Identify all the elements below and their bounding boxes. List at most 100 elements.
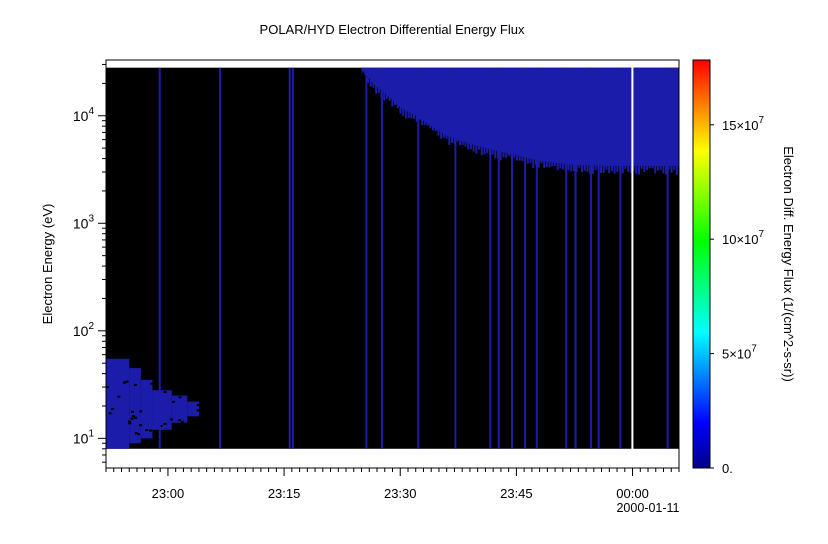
low-energy-speckle bbox=[170, 418, 173, 421]
low-energy-speckle bbox=[178, 396, 182, 399]
colorbar: 0. 5×107 10×107 15×107 Electron Diff. Energ… bbox=[692, 59, 796, 476]
low-energy-patch bbox=[106, 358, 130, 449]
low-energy-speckle bbox=[125, 380, 129, 383]
band-edge-pixel bbox=[518, 155, 521, 161]
low-energy-speckle bbox=[131, 410, 134, 413]
band-edge-pixel bbox=[662, 166, 665, 174]
low-energy-speckle bbox=[163, 391, 167, 393]
band-edge-pixel bbox=[675, 166, 678, 175]
band-edge-pixel bbox=[486, 148, 489, 154]
low-energy-patch bbox=[152, 390, 172, 430]
band-edge-pixel bbox=[600, 165, 602, 173]
low-energy-speckle bbox=[159, 425, 163, 427]
band-edge-pixel bbox=[605, 166, 608, 170]
band-edge-pixel bbox=[434, 128, 437, 132]
vertical-streak bbox=[219, 67, 222, 449]
data-gap bbox=[631, 60, 634, 468]
low-energy-speckle bbox=[127, 420, 131, 423]
low-energy-speckle bbox=[106, 386, 109, 389]
band-edge-pixel bbox=[578, 165, 581, 168]
low-energy-speckle bbox=[137, 433, 141, 436]
low-energy-speckle bbox=[181, 380, 184, 383]
band-edge-pixel bbox=[372, 82, 375, 88]
band-edge-pixel bbox=[415, 115, 418, 122]
band-edge-pixel bbox=[665, 166, 668, 175]
band-edge-pixel bbox=[656, 166, 659, 171]
band-edge-pixel bbox=[399, 106, 402, 114]
low-energy-speckle bbox=[139, 424, 143, 427]
band-edge-pixel bbox=[423, 121, 426, 125]
low-energy-speckle bbox=[196, 421, 200, 424]
vertical-streak bbox=[511, 67, 513, 449]
vertical-streak bbox=[454, 67, 457, 449]
x-date-label: 2000-01-11 bbox=[616, 501, 679, 515]
low-energy-speckle bbox=[123, 381, 126, 384]
band-edge-pixel bbox=[583, 165, 586, 171]
band-edge-pixel bbox=[426, 123, 429, 126]
band-edge-pixel bbox=[575, 165, 578, 172]
band-edge-pixel bbox=[551, 162, 554, 167]
low-energy-speckle bbox=[130, 417, 134, 420]
low-energy-speckle bbox=[150, 382, 154, 385]
band-edge-pixel bbox=[472, 144, 475, 152]
low-energy-speckle bbox=[117, 395, 121, 398]
vertical-streak bbox=[535, 67, 538, 449]
low-energy-speckle bbox=[187, 423, 191, 426]
band-edge-pixel bbox=[627, 166, 630, 172]
band-edge-pixel bbox=[467, 142, 470, 150]
colorbar-tick-label: 0. bbox=[722, 461, 733, 476]
band-edge-pixel bbox=[581, 165, 583, 173]
band-edge-pixel bbox=[385, 94, 388, 99]
chart-title: POLAR/HYD Electron Differential Energy F… bbox=[260, 22, 525, 37]
band-edge-pixel bbox=[526, 157, 529, 164]
band-edge-pixel bbox=[643, 166, 646, 172]
low-energy-speckle bbox=[111, 407, 115, 410]
low-energy-patch bbox=[187, 401, 199, 417]
low-energy-speckle bbox=[172, 400, 176, 403]
vertical-streak bbox=[574, 67, 577, 449]
x-tick-label: 23:15 bbox=[268, 486, 301, 501]
band-edge-pixel bbox=[646, 166, 649, 171]
band-edge-pixel bbox=[429, 124, 432, 129]
band-edge-pixel bbox=[366, 75, 369, 84]
band-edge-pixel bbox=[469, 143, 472, 150]
low-energy-speckle bbox=[173, 382, 177, 385]
band-edge-pixel bbox=[364, 71, 367, 75]
band-edge-pixel bbox=[402, 108, 405, 116]
plot-area bbox=[105, 59, 680, 469]
band-edge-pixel bbox=[394, 101, 396, 105]
band-edge-pixel bbox=[594, 165, 597, 171]
band-edge-pixel bbox=[570, 164, 573, 172]
band-edge-pixel bbox=[464, 141, 467, 147]
y-axis: 101 102 103 104 bbox=[73, 63, 106, 463]
band-edge-pixel bbox=[659, 166, 662, 170]
x-tick-label: 23:30 bbox=[384, 486, 417, 501]
band-edge-pixel bbox=[621, 166, 624, 174]
band-edge-pixel bbox=[540, 161, 543, 164]
band-edge-pixel bbox=[654, 166, 657, 174]
band-edge-pixel bbox=[559, 163, 562, 169]
band-edge-pixel bbox=[586, 165, 589, 172]
band-edge-pixel bbox=[567, 164, 570, 171]
band-edge-pixel bbox=[369, 78, 372, 87]
band-edge-pixel bbox=[494, 150, 497, 159]
vertical-streak bbox=[489, 67, 492, 449]
band-edge-pixel bbox=[516, 155, 518, 161]
band-edge-pixel bbox=[562, 163, 565, 170]
vertical-streak bbox=[619, 67, 622, 449]
band-edge-pixel bbox=[442, 133, 445, 138]
band-edge-pixel bbox=[572, 164, 575, 172]
low-energy-patch bbox=[171, 395, 188, 423]
low-energy-speckle bbox=[139, 410, 143, 413]
low-energy-speckle bbox=[180, 420, 184, 423]
band-edge-pixel bbox=[478, 145, 481, 150]
vertical-streak bbox=[417, 67, 420, 449]
band-edge-pixel bbox=[499, 151, 502, 161]
low-energy-speckle bbox=[168, 378, 172, 381]
band-edge-pixel bbox=[537, 160, 540, 168]
band-edge-pixel bbox=[461, 140, 464, 145]
band-edge-pixel bbox=[610, 166, 613, 172]
vertical-streak bbox=[291, 67, 294, 449]
band-edge-pixel bbox=[545, 161, 548, 168]
